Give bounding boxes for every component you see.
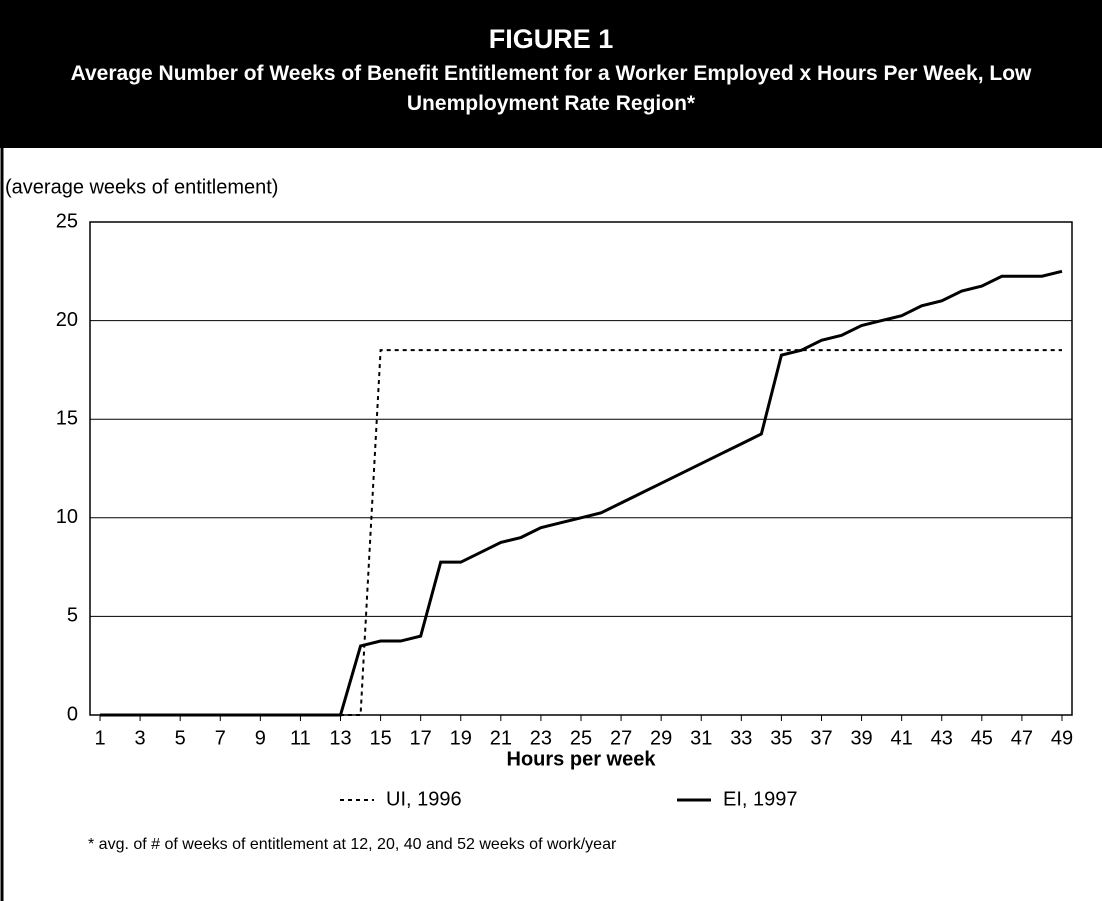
x-tick-label: 11 xyxy=(290,727,311,749)
x-tick-label: 3 xyxy=(135,727,146,749)
x-tick-label: 1 xyxy=(94,727,105,749)
y-tick-label: 25 xyxy=(56,210,78,232)
x-tick-label: 49 xyxy=(1051,727,1073,749)
plot-border xyxy=(89,221,1073,716)
y-tick-label: 5 xyxy=(67,605,78,627)
legend-label: UI, 1996 xyxy=(386,788,462,810)
footnote: * avg. of # of weeks of entitlement at 1… xyxy=(88,836,617,853)
x-tick-label: 33 xyxy=(730,727,752,749)
chart-title: FIGURE 1 xyxy=(488,24,614,54)
x-tick-label: 13 xyxy=(329,727,351,749)
data-line xyxy=(100,269,1063,717)
x-tick-label: 43 xyxy=(931,727,953,749)
x-tick-label: 29 xyxy=(650,727,672,749)
x-tick-label: 37 xyxy=(810,727,832,749)
x-tick-label: 31 xyxy=(690,727,712,749)
x-tick-label: 35 xyxy=(770,727,792,749)
data-line xyxy=(100,349,1062,716)
x-tick-label: 7 xyxy=(215,727,226,749)
x-tick-label: 39 xyxy=(850,727,872,749)
chart-subtitle: Average Number of Weeks of Benefit Entit… xyxy=(70,62,1032,115)
y-tick-label: 0 xyxy=(67,703,78,725)
x-tick-label: 47 xyxy=(1011,727,1033,749)
legend-label: EI, 1997 xyxy=(723,788,798,810)
y-tick-label: 20 xyxy=(56,309,78,331)
x-tick-label: 15 xyxy=(369,727,391,749)
y-axis-label: (average weeks of entitlement) xyxy=(5,176,278,198)
x-axis-label: Hours per week xyxy=(507,748,657,770)
y-tick-label: 10 xyxy=(56,506,78,528)
x-tick-label: 41 xyxy=(891,727,913,749)
x-tick-label: 45 xyxy=(971,727,993,749)
x-tick-label: 5 xyxy=(175,727,186,749)
x-tick-label: 9 xyxy=(255,727,266,749)
header: FIGURE 1 Average Number of Weeks of Bene… xyxy=(0,0,1102,148)
x-tick-label: 19 xyxy=(450,727,472,749)
y-tick-label: 15 xyxy=(56,407,78,429)
x-tick-label: 23 xyxy=(530,727,552,749)
x-tick-label: 21 xyxy=(490,727,512,749)
x-tick-label: 17 xyxy=(410,727,432,749)
x-tick-label: 27 xyxy=(610,727,632,749)
x-tick-label: 25 xyxy=(570,727,592,749)
